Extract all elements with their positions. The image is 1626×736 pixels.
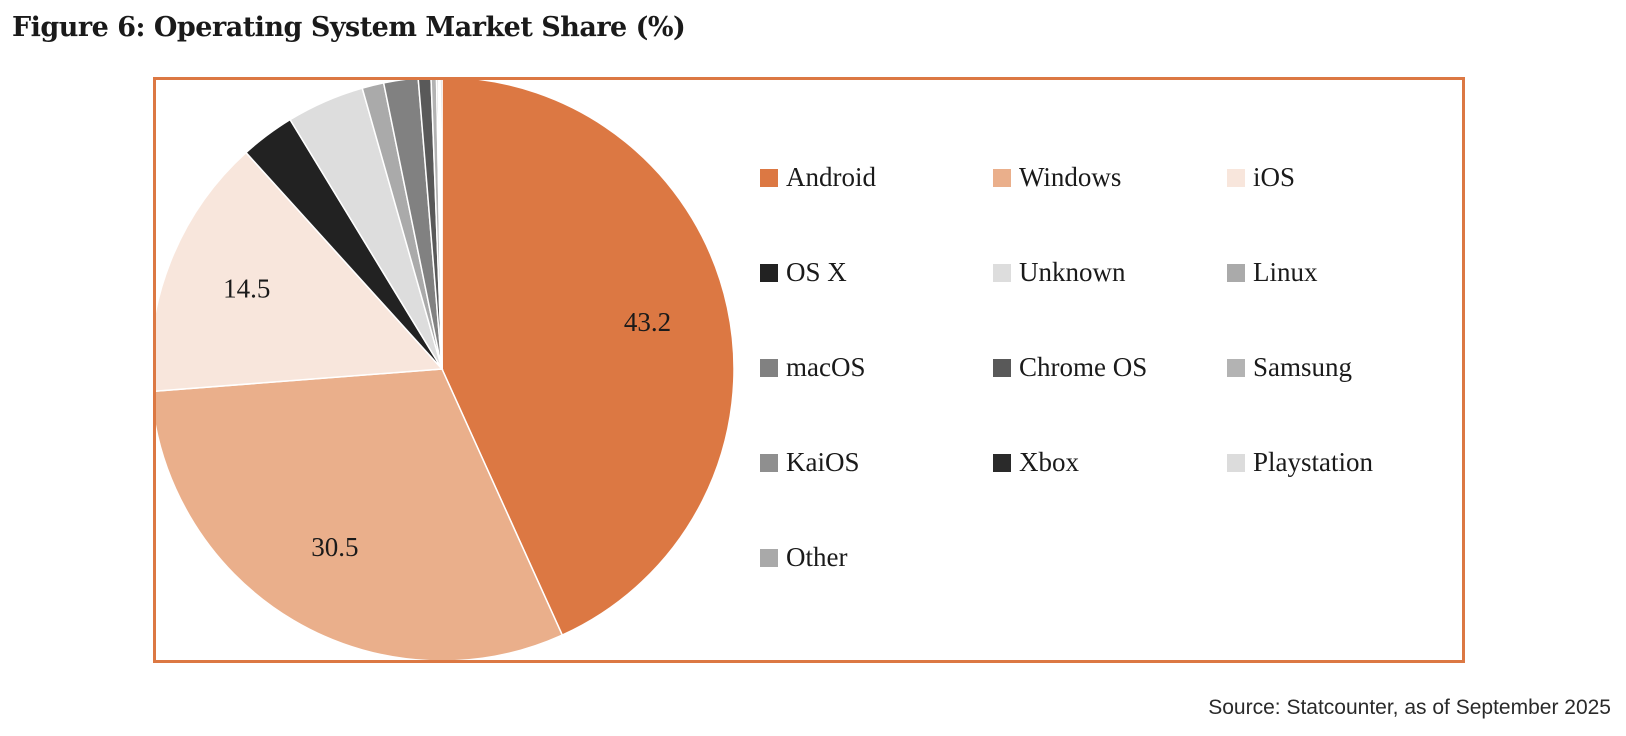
legend-label-chrome-os: Chrome OS <box>1019 352 1148 382</box>
legend-item-xbox: Xbox <box>993 449 1079 476</box>
chart-title: Figure 6: Operating System Market Share … <box>12 12 686 43</box>
legend-item-macos: macOS <box>760 354 865 381</box>
pie-slice-samsung <box>430 80 443 370</box>
legend-swatch-ios <box>1227 168 1245 187</box>
pie-slice-ios <box>156 151 444 392</box>
legend-label-unknown: Unknown <box>1019 257 1126 287</box>
data-label-android: 43.2 <box>624 307 671 337</box>
legend-label-ios: iOS <box>1253 162 1296 192</box>
legend-swatch-linux <box>1227 263 1245 282</box>
legend-label-samsung: Samsung <box>1253 352 1353 382</box>
legend-label-windows: Windows <box>1019 162 1122 192</box>
legend-swatch-os-x <box>760 263 778 282</box>
pie-slice-chrome-os <box>417 80 443 370</box>
legend-label-other: Other <box>786 542 848 572</box>
legend-label-playstation: Playstation <box>1253 447 1373 477</box>
legend-swatch-xbox <box>993 453 1011 472</box>
legend-label-android: Android <box>786 162 876 192</box>
legend-item-other: Other <box>760 544 847 571</box>
legend-item-os-x: OS X <box>760 259 847 286</box>
legend-swatch-kaios <box>760 453 778 472</box>
pie-slice-macos <box>382 80 443 370</box>
legend-swatch-samsung <box>1227 358 1245 377</box>
legend-item-chrome-os: Chrome OS <box>993 354 1147 381</box>
legend-item-samsung: Samsung <box>1227 354 1352 381</box>
legend-item-unknown: Unknown <box>993 259 1126 286</box>
legend-item-ios: iOS <box>1227 164 1295 191</box>
data-label-windows: 30.5 <box>311 532 358 562</box>
legend-swatch-chrome-os <box>993 358 1011 377</box>
source-note: Source: Statcounter, as of September 202… <box>1208 696 1611 719</box>
legend-swatch-other <box>760 548 778 567</box>
legend-item-playstation: Playstation <box>1227 449 1373 476</box>
legend-item-linux: Linux <box>1227 259 1318 286</box>
legend-swatch-android <box>760 168 778 187</box>
data-label-ios: 14.5 <box>223 273 270 303</box>
pie-slice-kaios <box>435 80 443 370</box>
legend-item-windows: Windows <box>993 164 1121 191</box>
legend-label-linux: Linux <box>1253 257 1318 287</box>
pie-slice-android <box>441 80 735 637</box>
legend-label-kaios: KaiOS <box>786 447 860 477</box>
legend-label-xbox: Xbox <box>1019 447 1079 477</box>
legend-item-android: Android <box>760 164 876 191</box>
legend-swatch-unknown <box>993 263 1011 282</box>
pie-slice-other <box>439 80 443 370</box>
legend-item-kaios: KaiOS <box>760 449 860 476</box>
legend-swatch-playstation <box>1227 453 1245 472</box>
legend-swatch-windows <box>993 168 1011 187</box>
legend-label-os-x: OS X <box>786 257 847 287</box>
pie-slice-windows <box>156 368 564 660</box>
pie-chart: 43.2 30.5 14.5 <box>156 80 735 660</box>
legend-swatch-macos <box>760 358 778 377</box>
legend-label-macos: macOS <box>786 352 866 382</box>
chart-frame: 43.2 30.5 14.5 Android Windows iOS OS X Unknow… <box>153 77 1465 663</box>
